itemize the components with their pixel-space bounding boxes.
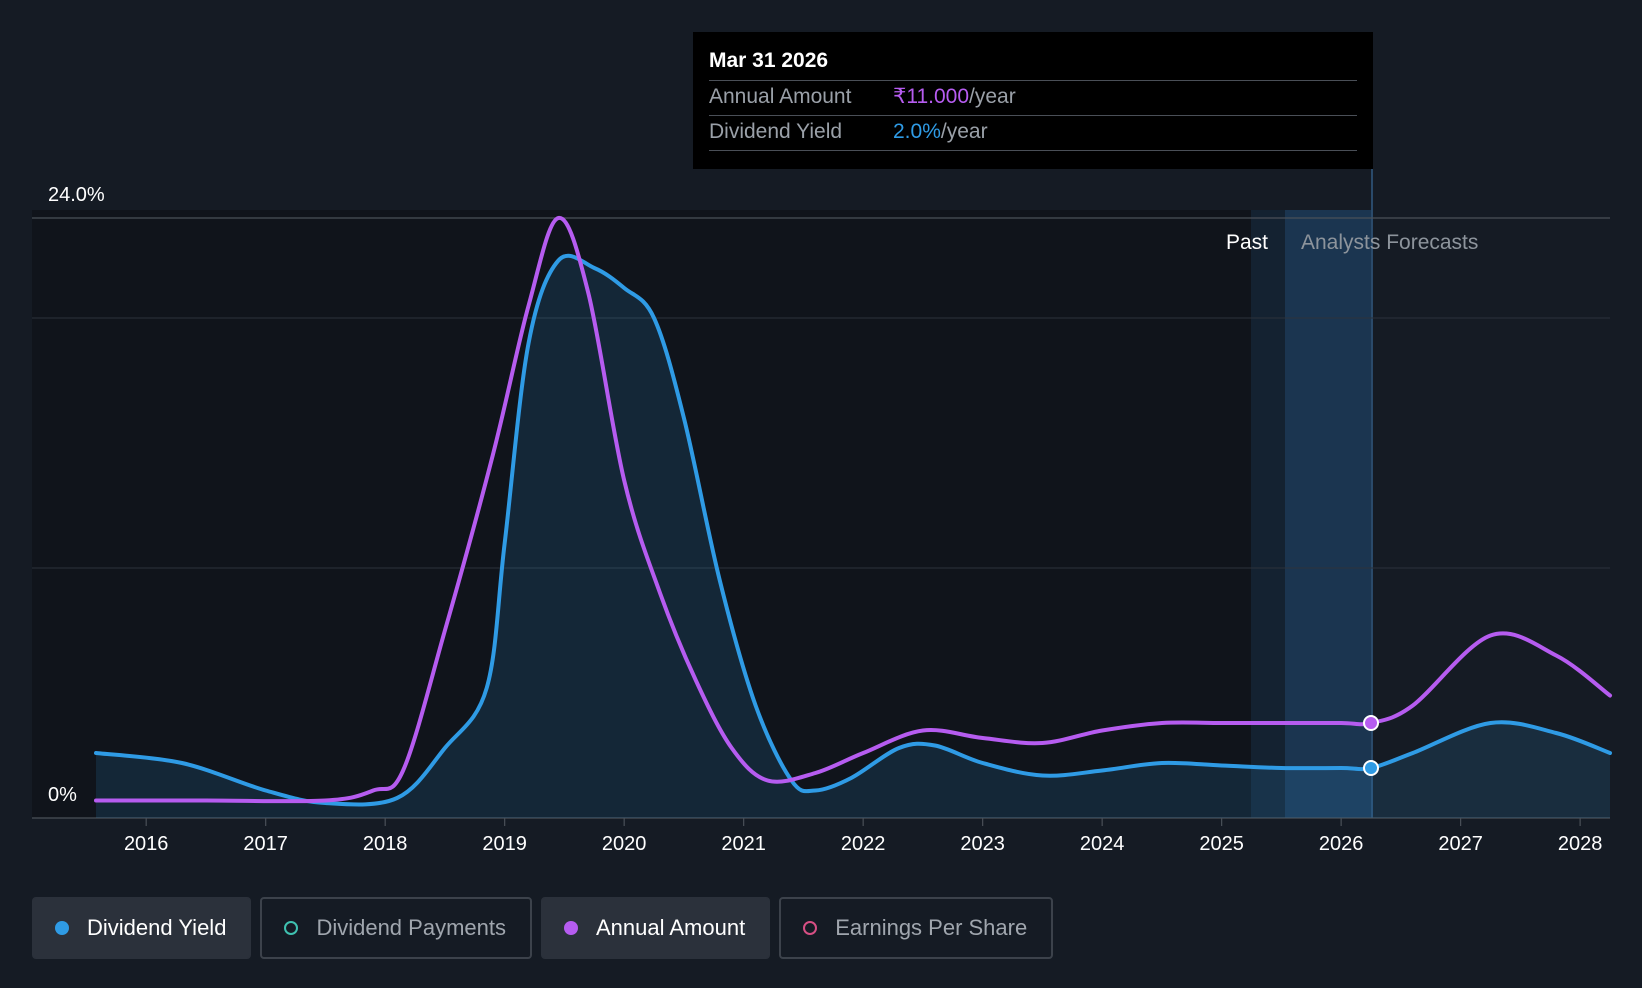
- x-axis: 2016 2017 2018 2019 2020 2021 2022 2023 2024 2025…: [124, 818, 1602, 855]
- legend-label: Annual Amount: [595, 915, 746, 940]
- tooltip-date: Mar 31 2026: [709, 49, 829, 72]
- legend-item-annual-amount[interactable]: Annual Amount: [540, 897, 771, 959]
- x-tick-label: 2020: [602, 833, 647, 855]
- tooltip-annual-amount-suffix: /year: [969, 85, 1016, 108]
- tooltip-dividend-yield-suffix: /year: [940, 120, 988, 143]
- y-tick-label-bottom: 0%: [48, 784, 77, 806]
- tooltip-annual-amount-label: Annual Amount: [709, 85, 852, 108]
- hollow-circle-icon: [284, 921, 299, 935]
- x-tick-label: 2022: [841, 833, 886, 855]
- grid: [32, 217, 1610, 819]
- annual-amount-line: [94, 216, 1612, 804]
- legend: Dividend Yield Dividend Payments Annual …: [32, 897, 1062, 959]
- dividend-yield-area: [96, 255, 1610, 819]
- y-tick-label-top: 24.0%: [48, 184, 105, 206]
- x-tick-label: 2024: [1080, 833, 1125, 855]
- x-tick-label: 2027: [1438, 833, 1483, 855]
- series-layer: [94, 216, 1612, 819]
- x-tick-label: 2019: [482, 833, 527, 855]
- x-tick-label: 2017: [243, 833, 288, 855]
- forecast-label: Analysts Forecasts: [1301, 231, 1478, 254]
- filled-circle-icon: [55, 921, 69, 935]
- x-tick-label: 2028: [1558, 833, 1603, 855]
- tooltip-row-annual-amount: Annual Amount ₹11.000 /year: [709, 80, 1357, 115]
- legend-label: Dividend Payments: [316, 915, 506, 940]
- x-tick-label: 2021: [721, 833, 766, 855]
- hollow-circle-icon: [803, 921, 818, 935]
- tooltip-dividend-yield-label: Dividend Yield: [709, 120, 843, 143]
- x-tick-label: 2025: [1199, 833, 1244, 855]
- plot-past-shade: [32, 210, 1251, 818]
- x-tick-label: 2016: [124, 833, 169, 855]
- highlight-points: [1363, 715, 1380, 776]
- forecast-band: [1285, 210, 1372, 818]
- x-tick-label: 2018: [363, 833, 408, 855]
- annual-amount-highlight-point: [1363, 715, 1380, 731]
- tooltip-annual-amount-value: ₹11.000: [893, 85, 970, 108]
- past-label: Past: [1226, 231, 1268, 254]
- filled-circle-icon: [563, 921, 578, 935]
- legend-label: Earnings Per Share: [835, 915, 1028, 940]
- tooltip: Mar 31 2026 Annual Amount ₹11.000 /year …: [693, 32, 1373, 169]
- dividend-yield-highlight-point: [1363, 760, 1380, 776]
- legend-label: Dividend Yield: [87, 915, 227, 940]
- tooltip-dividend-yield-value: 2.0%: [893, 120, 941, 143]
- x-tick-label: 2026: [1319, 833, 1364, 855]
- past-forecast-divider-band: [1251, 210, 1285, 818]
- dividend-yield-line: [94, 253, 1612, 807]
- legend-item-earnings-per-share[interactable]: Earnings Per Share: [779, 897, 1054, 959]
- legend-item-dividend-payments[interactable]: Dividend Payments: [260, 897, 532, 959]
- tooltip-row-dividend-yield: Dividend Yield 2.0% /year: [709, 115, 1357, 151]
- legend-item-dividend-yield[interactable]: Dividend Yield: [32, 897, 252, 959]
- x-tick-label: 2023: [960, 833, 1005, 855]
